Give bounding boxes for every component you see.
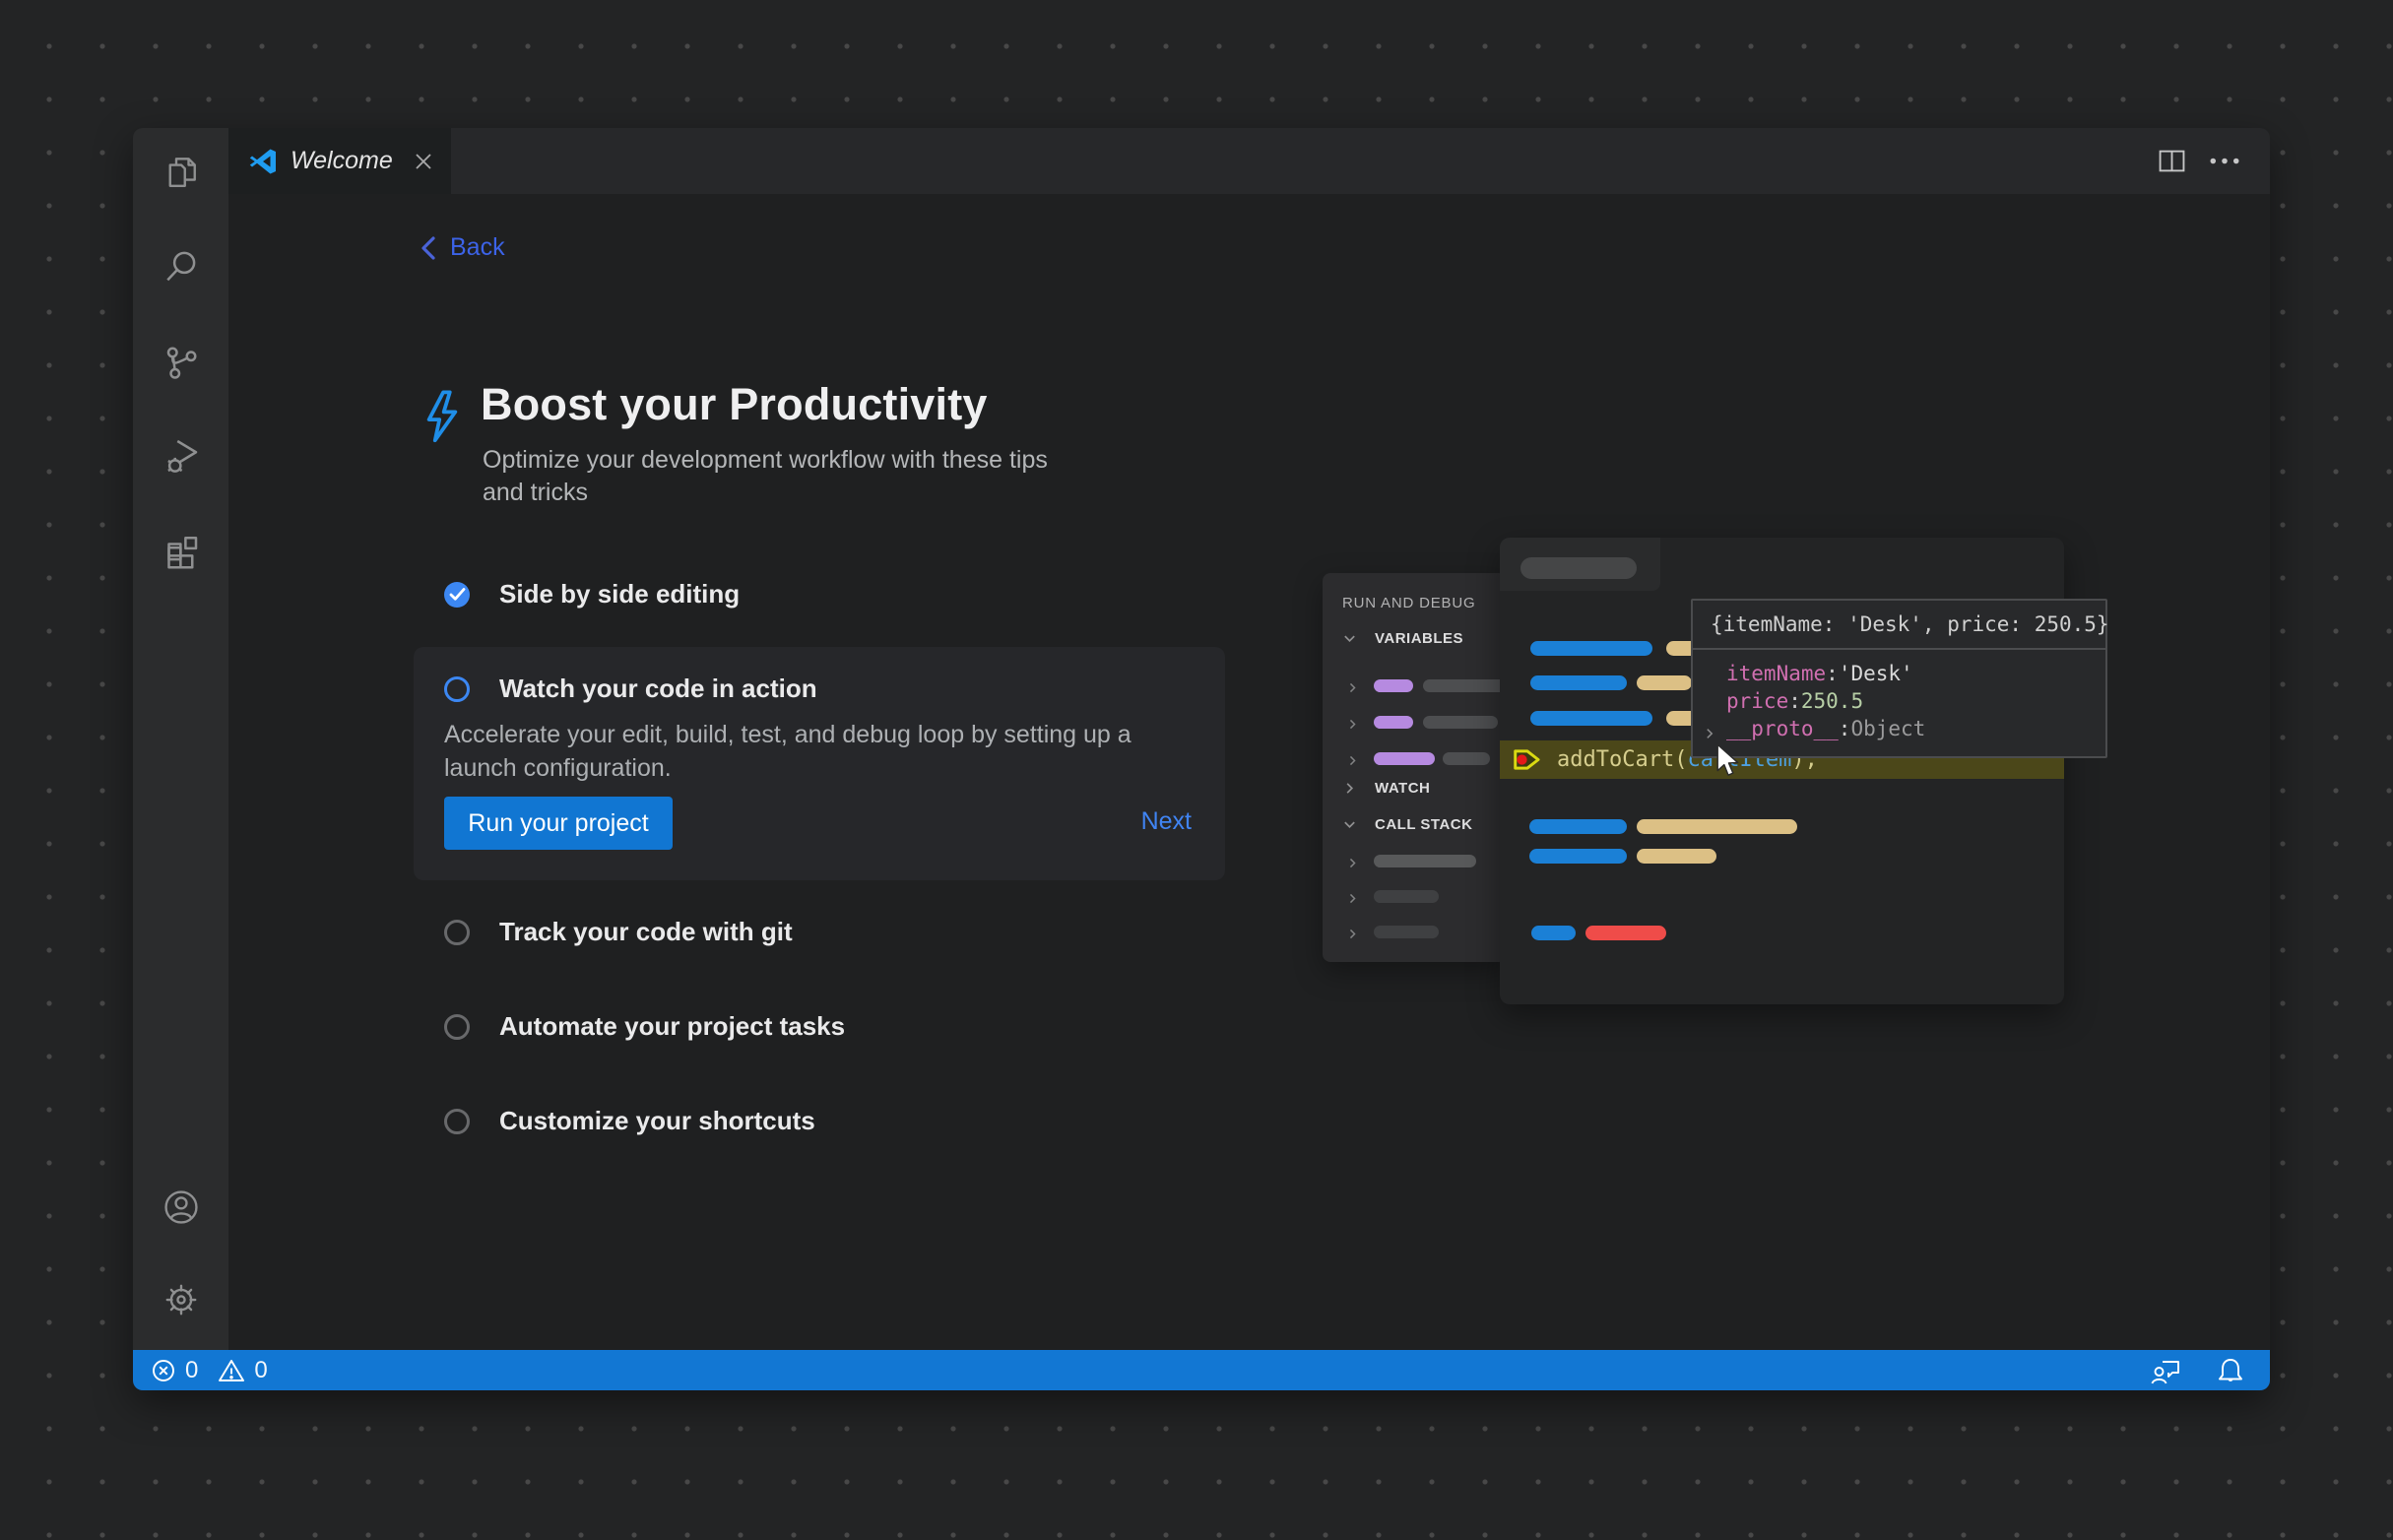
code-pill: [1637, 819, 1797, 834]
vscode-window: Welcome: [133, 128, 2270, 1390]
variable-pill: [1374, 679, 1413, 692]
step-watch-your-code[interactable]: Watch your code in action: [444, 674, 817, 704]
chevron-right-icon: [1346, 892, 1359, 905]
run-your-project-button[interactable]: Run your project: [444, 797, 673, 850]
chevron-right-icon[interactable]: [1703, 722, 1716, 738]
page-title: Boost your Productivity: [481, 379, 988, 429]
chevron-right-icon: [1346, 857, 1359, 869]
activity-bar: [133, 128, 228, 1350]
run-debug-icon[interactable]: [162, 436, 201, 476]
status-bar: 0 0: [133, 1350, 2270, 1390]
error-count: 0: [185, 1356, 199, 1383]
chevron-left-icon: [421, 235, 435, 260]
chevron-right-icon: [1346, 754, 1359, 767]
mouse-pointer-icon: [1714, 743, 1743, 779]
error-icon: [153, 1359, 174, 1381]
step-description: Accelerate your edit, build, test, and d…: [444, 721, 1132, 782]
tooltip-row: itemName'Desk': [1693, 660, 2105, 687]
mock-tab-pill: [1520, 557, 1637, 579]
code-pill: [1637, 675, 1692, 690]
code-pill: [1530, 711, 1652, 726]
split-editor-icon[interactable]: [2159, 150, 2185, 172]
mock-tab-strip: [1500, 538, 1660, 591]
settings-gear-icon[interactable]: [162, 1281, 200, 1318]
problems-errors[interactable]: 0: [151, 1357, 198, 1384]
notifications-bell-icon[interactable]: [2217, 1356, 2244, 1385]
chevron-down-icon: [1342, 817, 1357, 832]
chevron-right-icon: [1346, 718, 1359, 731]
value-pill: [1423, 679, 1506, 692]
code-pill: [1637, 849, 1716, 864]
code-pill: [1531, 926, 1576, 940]
close-icon[interactable]: [413, 151, 434, 172]
tab-bar: Welcome: [228, 128, 2270, 194]
search-icon[interactable]: [162, 246, 201, 286]
back-link[interactable]: Back: [420, 233, 505, 262]
step-todo-radio-icon: [444, 1108, 470, 1134]
tooltip-header: {itemName: 'Desk', price: 250.5}: [1693, 601, 2109, 650]
tooltip-row: price250.5: [1693, 687, 2105, 715]
run-and-debug-title: RUN AND DEBUG: [1342, 595, 1476, 611]
chevron-down-icon: [1342, 631, 1357, 646]
warning-icon: [219, 1359, 245, 1381]
problems-warnings[interactable]: 0: [218, 1356, 268, 1384]
code-pill: [1530, 675, 1627, 690]
next-link[interactable]: Next: [1140, 807, 1192, 835]
tab-welcome[interactable]: Welcome: [228, 128, 451, 194]
step-label: Track your code with git: [499, 917, 793, 946]
run-and-debug-panel-illustration: RUN AND DEBUG VARIABLES: [1323, 573, 1507, 962]
more-actions-icon[interactable]: [2209, 157, 2240, 165]
page-subtitle: Optimize your development workflow with …: [483, 446, 1048, 506]
chevron-right-icon: [1346, 928, 1359, 940]
vscode-logo-icon: [248, 147, 278, 176]
step-todo-radio-icon: [444, 1013, 470, 1040]
debug-breakpoint-arrow-icon: [1512, 746, 1543, 773]
welcome-walkthrough-page: Back Boost your Productivity Optimize yo…: [228, 194, 2270, 1350]
step-label: Side by side editing: [499, 579, 741, 609]
tab-title: Welcome: [291, 147, 393, 174]
value-pill: [1443, 752, 1490, 765]
account-icon[interactable]: [162, 1188, 200, 1226]
stack-frame-pill: [1374, 926, 1439, 938]
step-track-your-code[interactable]: Track your code with git: [444, 917, 793, 947]
step-label: Automate your project tasks: [499, 1011, 846, 1041]
step-todo-radio-icon: [444, 919, 470, 945]
lightning-bolt-icon: [422, 389, 462, 443]
chevron-right-icon: [1342, 781, 1357, 796]
value-pill: [1423, 716, 1498, 729]
variable-pill: [1374, 716, 1413, 729]
debug-hover-tooltip: {itemName: 'Desk', price: 250.5} itemNam…: [1691, 599, 2109, 758]
extensions-icon[interactable]: [162, 532, 201, 571]
back-label: Back: [450, 233, 505, 261]
variable-pill: [1374, 752, 1435, 765]
code-pill: [1585, 926, 1666, 940]
feedback-icon[interactable]: [2150, 1356, 2181, 1385]
step-automate-tasks[interactable]: Automate your project tasks: [444, 1011, 845, 1042]
warning-count: 0: [254, 1356, 268, 1383]
step-customize-shortcuts[interactable]: Customize your shortcuts: [444, 1106, 815, 1136]
step-side-by-side-editing[interactable]: Side by side editing: [444, 579, 740, 610]
step-done-icon: [444, 581, 470, 608]
stack-frame-pill: [1374, 890, 1439, 903]
variables-section: VARIABLES: [1342, 630, 1463, 647]
explorer-icon[interactable]: [162, 153, 201, 192]
active-step-card: Watch your code in action Accelerate you…: [414, 647, 1225, 880]
call-stack-section: CALL STACK: [1342, 816, 1472, 833]
code-pill: [1529, 849, 1627, 864]
step-label: Customize your shortcuts: [499, 1106, 815, 1135]
source-control-icon[interactable]: [162, 343, 201, 382]
watch-section: WATCH: [1342, 780, 1430, 797]
chevron-right-icon: [1346, 681, 1359, 694]
code-pill: [1530, 641, 1652, 656]
stack-frame-pill: [1374, 855, 1476, 867]
step-active-radio-icon: [444, 675, 470, 702]
step-label: Watch your code in action: [499, 674, 817, 703]
tooltip-row-proto: __proto__Object: [1693, 715, 2105, 742]
code-pill: [1529, 819, 1627, 834]
